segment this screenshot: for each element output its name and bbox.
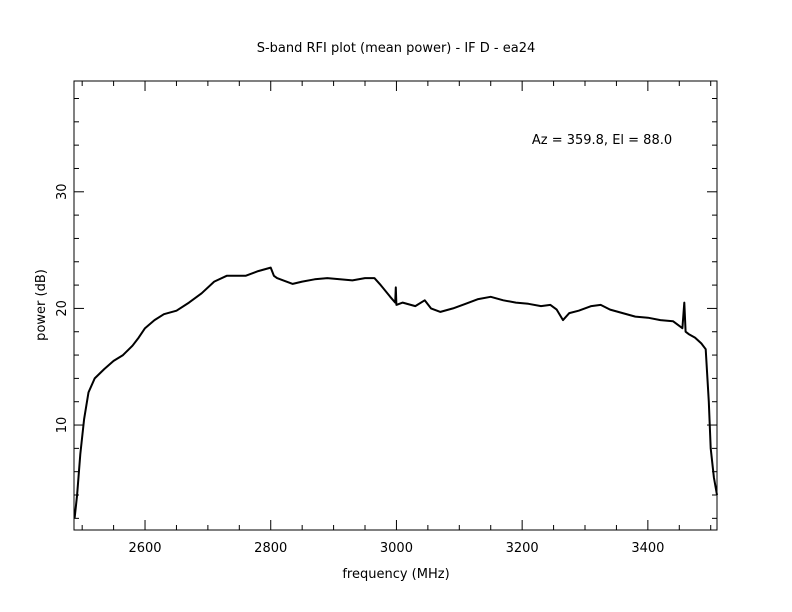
chart-annotation: Az = 359.8, El = 88.0 bbox=[532, 133, 672, 148]
y-tick-label: 20 bbox=[55, 300, 70, 317]
x-tick-label: 2600 bbox=[128, 541, 161, 556]
series-line bbox=[73, 266, 718, 519]
y-axis-label: power (dB) bbox=[34, 269, 49, 341]
y-tick-label: 10 bbox=[55, 417, 70, 434]
y-axis-tick-labels: 10 20 30 bbox=[55, 184, 70, 434]
x-tick-label: 3000 bbox=[380, 541, 413, 556]
y-tick-label: 30 bbox=[55, 184, 70, 201]
x-axis-label: frequency (MHz) bbox=[342, 567, 449, 582]
chart-title: S-band RFI plot (mean power) - IF D - ea… bbox=[257, 41, 536, 56]
x-tick-label: 3200 bbox=[506, 541, 539, 556]
x-tick-label: 3400 bbox=[631, 541, 664, 556]
x-axis-tick-labels: 2600 2800 3000 3200 3400 bbox=[128, 541, 664, 556]
x-tick-label: 2800 bbox=[254, 541, 287, 556]
y-axis-ticks bbox=[74, 97, 717, 519]
x-axis-ticks bbox=[81, 81, 712, 530]
plot-frame bbox=[73, 80, 718, 531]
